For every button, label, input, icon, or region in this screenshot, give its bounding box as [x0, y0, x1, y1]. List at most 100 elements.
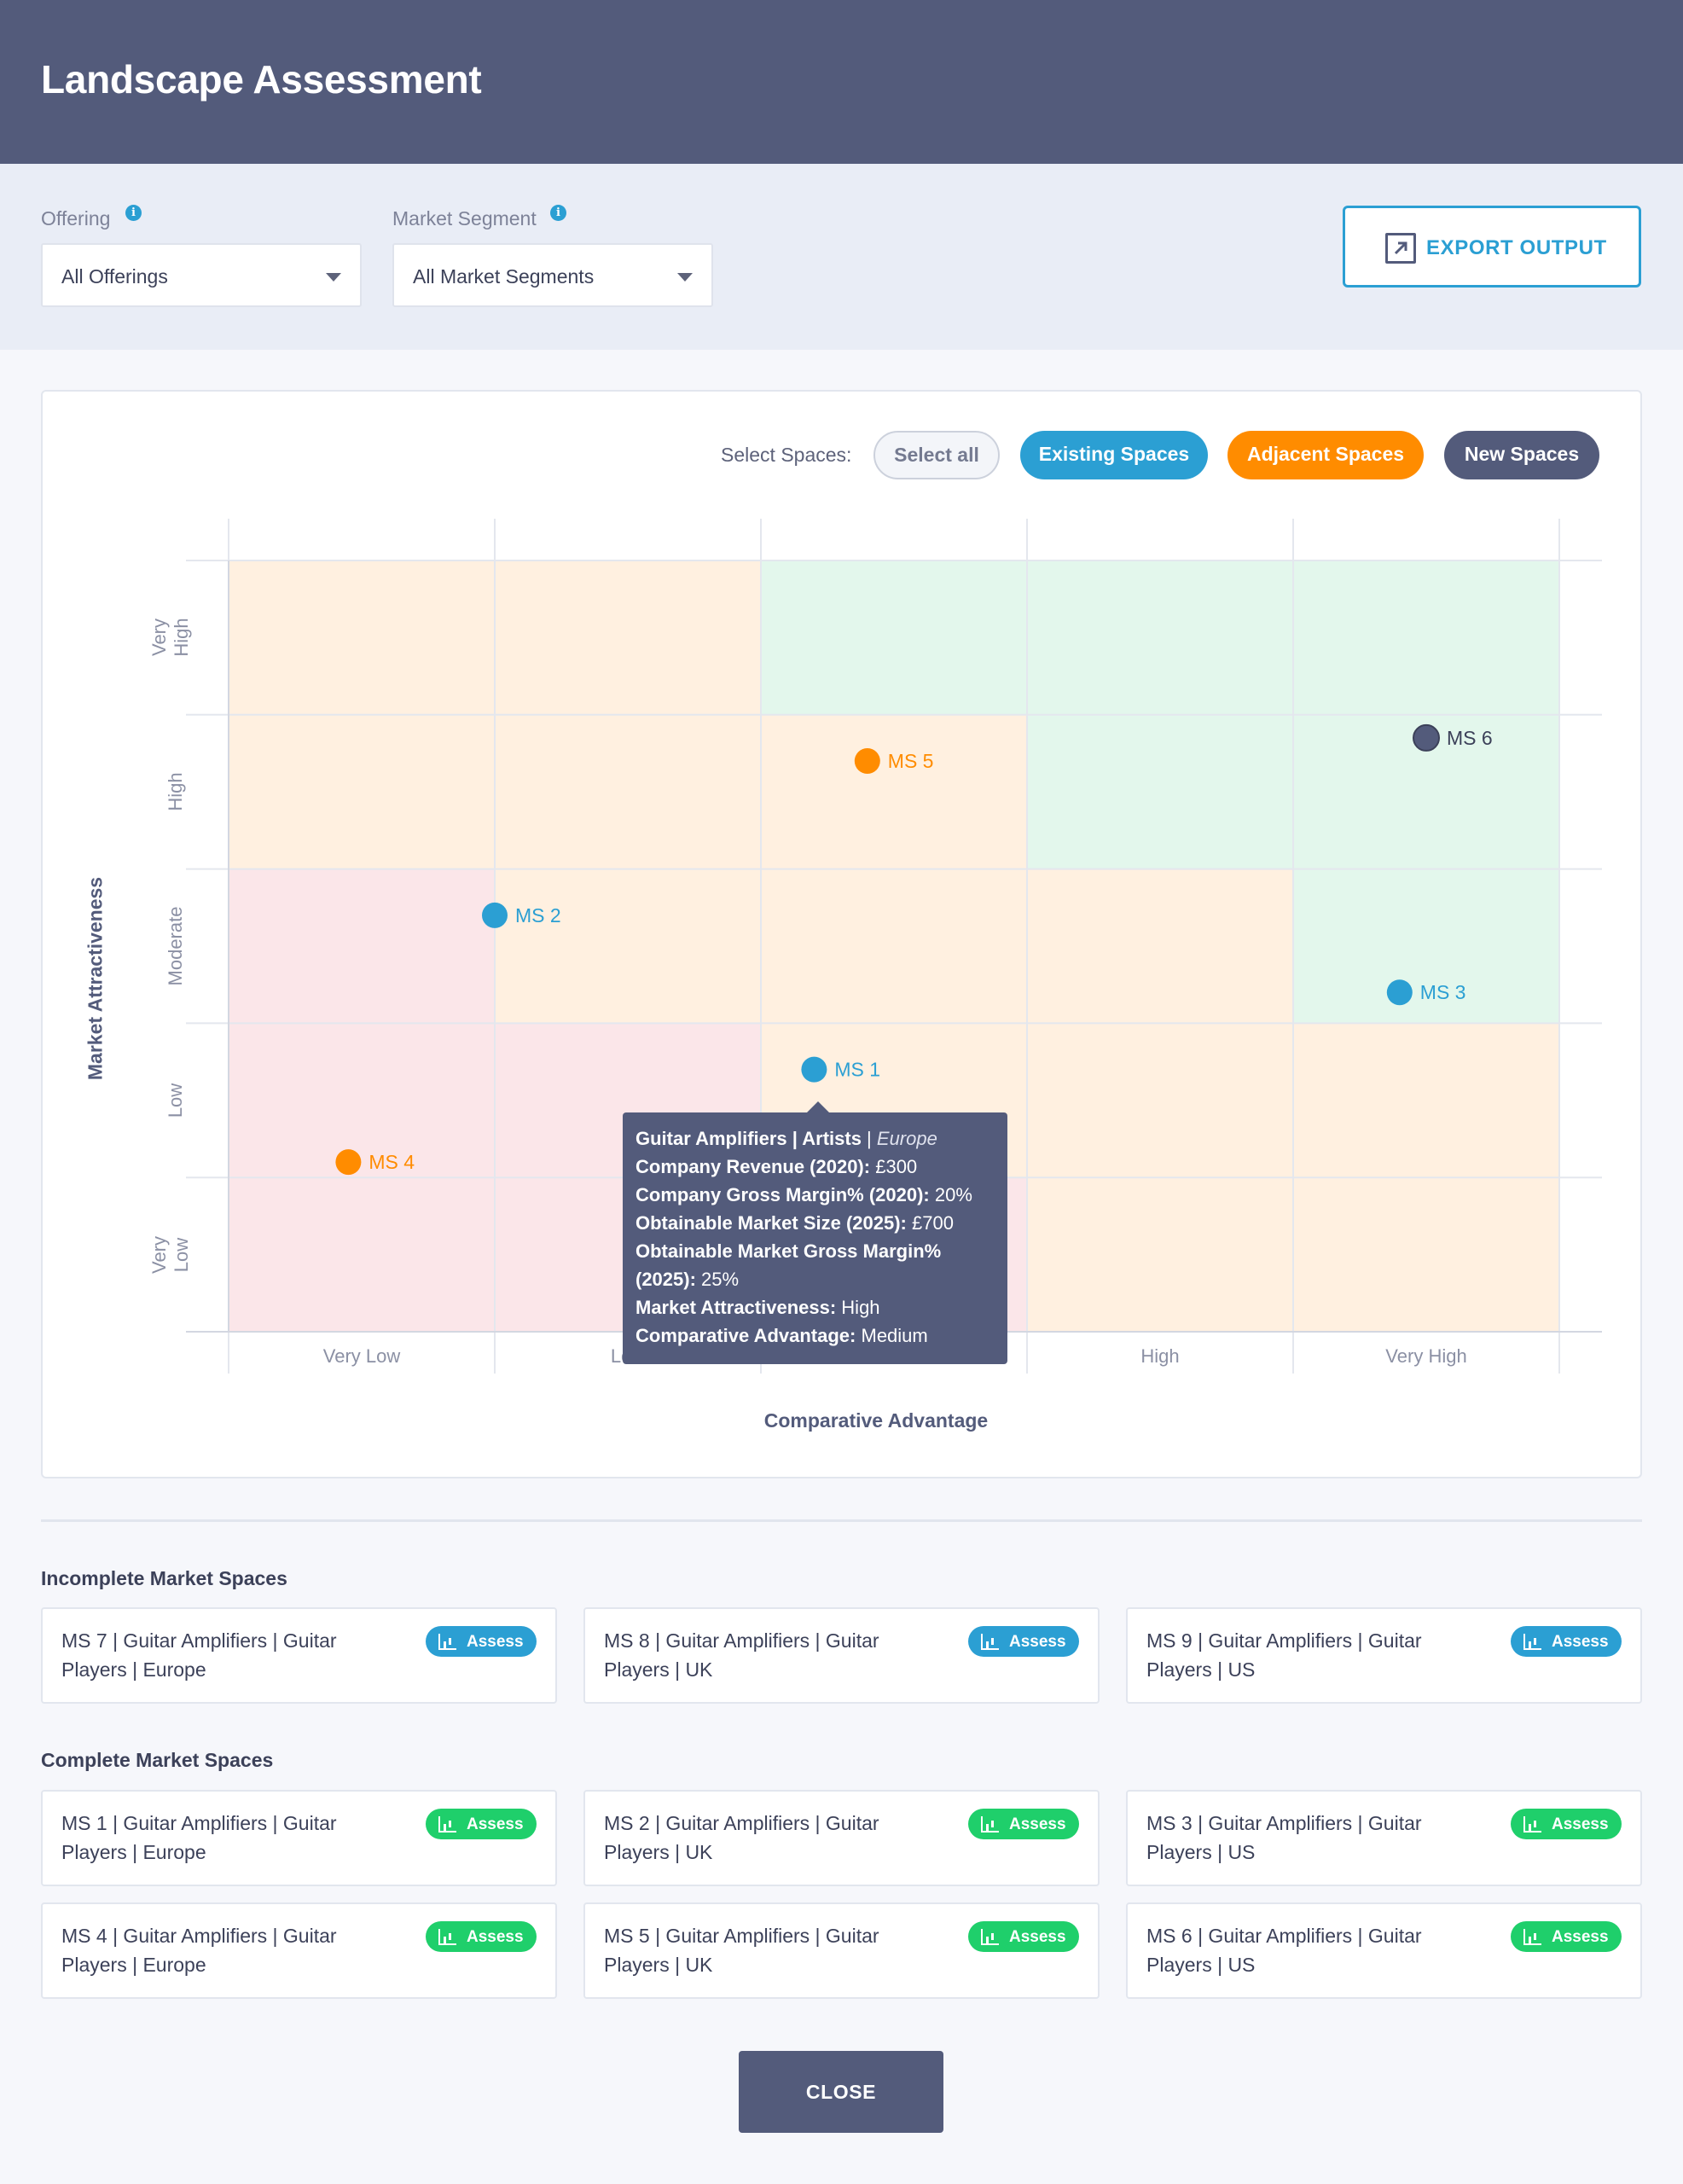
tooltip-segment: Artists — [802, 1128, 862, 1149]
offering-select[interactable]: All Offerings — [41, 243, 362, 307]
market-space-text: MS 4 | Guitar Amplifiers | Guitar Players… — [61, 1921, 394, 1979]
y-tick-label: Very Low — [148, 1235, 192, 1274]
y-tick-label: Low — [165, 1083, 186, 1118]
data-point[interactable] — [335, 1149, 362, 1176]
market-space-card: MS 1 | Guitar Amplifiers | Guitar Players… — [41, 1790, 557, 1886]
assess-label: Assess — [467, 1633, 524, 1651]
market-space-line2: Players | UK — [604, 1658, 713, 1681]
assess-button[interactable]: Assess — [1511, 1809, 1622, 1839]
x-tick-label: Very Low — [322, 1345, 401, 1367]
offering-info-icon[interactable]: i — [125, 205, 142, 221]
adjacent-spaces-filter[interactable]: Adjacent Spaces — [1227, 431, 1424, 479]
market-space-line1: MS 7 | Guitar Amplifiers | Guitar — [61, 1629, 337, 1652]
bar-chart-icon — [438, 1929, 456, 1945]
assess-button[interactable]: Assess — [1511, 1921, 1622, 1952]
zone-cell — [229, 714, 495, 869]
zone-cell — [229, 1177, 495, 1332]
market-space-line1: MS 6 | Guitar Amplifiers | Guitar — [1146, 1925, 1422, 1947]
assess-label: Assess — [1009, 1928, 1066, 1946]
existing-spaces-filter[interactable]: Existing Spaces — [1020, 431, 1208, 479]
data-point-label: MS 3 — [1420, 981, 1466, 1003]
market-space-line1: MS 2 | Guitar Amplifiers | Guitar — [604, 1812, 879, 1834]
bar-chart-icon — [1523, 1634, 1541, 1650]
zone-cell — [1027, 868, 1293, 1024]
tooltip-offering: Guitar Amplifiers — [635, 1128, 787, 1149]
zone-cell — [1293, 1023, 1559, 1178]
select-all-button[interactable]: Select all — [873, 431, 1000, 479]
market-segment-label: Market Segment — [392, 207, 537, 229]
zone-cell — [761, 561, 1027, 715]
assess-button[interactable]: Assess — [968, 1921, 1079, 1952]
incomplete-section-title: Incomplete Market Spaces — [41, 1567, 287, 1589]
assess-label: Assess — [1552, 1633, 1609, 1651]
data-point[interactable] — [1386, 979, 1413, 1006]
assess-button[interactable]: Assess — [426, 1921, 537, 1952]
market-space-line2: Players | Europe — [61, 1658, 206, 1681]
zone-cell — [761, 714, 1027, 869]
bar-chart-icon — [438, 1816, 456, 1833]
y-tick-label: Very High — [148, 618, 192, 658]
market-space-card: MS 4 | Guitar Amplifiers | Guitar Players… — [41, 1902, 557, 1999]
zone-cell — [1293, 1177, 1559, 1332]
assess-button[interactable]: Assess — [1511, 1626, 1622, 1657]
assess-label: Assess — [467, 1928, 524, 1946]
assess-button[interactable]: Assess — [426, 1809, 537, 1839]
market-space-card: MS 9 | Guitar Amplifiers | Guitar Players… — [1126, 1607, 1642, 1704]
caret-down-icon — [326, 273, 341, 282]
tooltip-row-value: £700 — [912, 1212, 954, 1234]
market-space-line1: MS 1 | Guitar Amplifiers | Guitar — [61, 1812, 337, 1834]
export-output-button[interactable]: EXPORT OUTPUT — [1343, 206, 1641, 288]
tooltip-row: Company Revenue (2020): £300 — [635, 1153, 995, 1181]
zone-cell — [495, 561, 761, 715]
zone-cell — [1027, 1023, 1293, 1178]
market-segment-select[interactable]: All Market Segments — [392, 243, 713, 307]
x-tick-label: Very High — [1385, 1345, 1467, 1367]
tooltip-row-label: Comparative Advantage: — [635, 1325, 856, 1346]
page-header: Landscape Assessment — [0, 0, 1683, 164]
market-space-line2: Players | US — [1146, 1954, 1256, 1976]
data-point-label: MS 4 — [369, 1151, 415, 1173]
tooltip-row-label: Obtainable Market Size (2025): — [635, 1212, 907, 1234]
tooltip-row-value: £300 — [875, 1156, 918, 1177]
market-space-line2: Players | Europe — [61, 1841, 206, 1863]
data-point[interactable] — [482, 902, 508, 928]
market-space-line2: Players | UK — [604, 1954, 713, 1976]
tooltip-row-value: 20% — [934, 1184, 972, 1205]
tooltip-row-label: Obtainable Market Gross Margin% (2025): — [635, 1240, 942, 1290]
market-space-text: MS 5 | Guitar Amplifiers | Guitar Players… — [604, 1921, 937, 1979]
data-point[interactable] — [854, 748, 880, 775]
caret-down-icon — [677, 273, 693, 282]
bar-chart-icon — [981, 1634, 999, 1650]
zone-cell — [761, 868, 1027, 1024]
market-space-line1: MS 4 | Guitar Amplifiers | Guitar — [61, 1925, 337, 1947]
offering-label: Offering — [41, 207, 111, 229]
close-button[interactable]: CLOSE — [739, 2051, 943, 2133]
new-spaces-filter[interactable]: New Spaces — [1444, 431, 1599, 479]
assess-button[interactable]: Assess — [426, 1626, 537, 1657]
market-space-text: MS 7 | Guitar Amplifiers | Guitar Players… — [61, 1626, 394, 1684]
market-segment-select-value: All Market Segments — [413, 265, 595, 288]
assess-label: Assess — [467, 1815, 524, 1833]
zone-cell — [229, 868, 495, 1024]
zone-cell — [495, 868, 761, 1024]
bar-chart-icon — [1523, 1816, 1541, 1833]
data-point-label: MS 2 — [515, 904, 561, 926]
data-point[interactable] — [801, 1056, 827, 1083]
market-space-line2: Players | US — [1146, 1841, 1256, 1863]
assess-button[interactable]: Assess — [968, 1626, 1079, 1657]
export-output-label: EXPORT OUTPUT — [1426, 236, 1607, 259]
market-space-tooltip: Guitar Amplifiers | Artists | Europe Com… — [623, 1101, 1007, 1364]
market-space-line2: Players | UK — [604, 1841, 713, 1863]
market-space-text: MS 8 | Guitar Amplifiers | Guitar Players… — [604, 1626, 937, 1684]
market-space-line1: MS 3 | Guitar Amplifiers | Guitar — [1146, 1812, 1422, 1834]
market-segment-info-icon[interactable]: i — [550, 205, 566, 221]
data-point-label: MS 5 — [888, 750, 934, 772]
select-spaces-label: Select Spaces: — [721, 444, 852, 466]
bar-chart-icon — [438, 1634, 456, 1650]
zone-cell — [1293, 868, 1559, 1024]
y-tick-label: Moderate — [165, 906, 186, 986]
assess-button[interactable]: Assess — [968, 1809, 1079, 1839]
data-point[interactable] — [1413, 723, 1440, 752]
market-space-line1: MS 9 | Guitar Amplifiers | Guitar — [1146, 1629, 1422, 1652]
zone-cell — [495, 714, 761, 869]
